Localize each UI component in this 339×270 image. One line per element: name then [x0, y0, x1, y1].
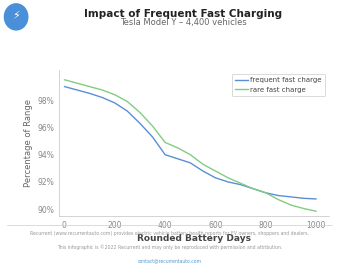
X-axis label: Rounded Battery Days: Rounded Battery Days	[137, 234, 251, 243]
Text: This infographic is ©2022 Recurrent and may only be reproduced with permission a: This infographic is ©2022 Recurrent and …	[57, 244, 282, 250]
Legend: frequent fast charge, rare fast charge: frequent fast charge, rare fast charge	[232, 74, 325, 96]
Text: Recurrent (www.recurrentauto.com) provides electric vehicle battery health repor: Recurrent (www.recurrentauto.com) provid…	[30, 231, 309, 236]
Circle shape	[4, 4, 28, 30]
Text: Impact of Frequent Fast Charging: Impact of Frequent Fast Charging	[84, 9, 282, 19]
Text: contact@recurrentauto.com: contact@recurrentauto.com	[137, 258, 202, 263]
Text: ⚡: ⚡	[12, 11, 20, 21]
Text: Tesla Model Y – 4,400 vehicles: Tesla Model Y – 4,400 vehicles	[120, 18, 246, 26]
Y-axis label: Percentage of Range: Percentage of Range	[24, 99, 34, 187]
